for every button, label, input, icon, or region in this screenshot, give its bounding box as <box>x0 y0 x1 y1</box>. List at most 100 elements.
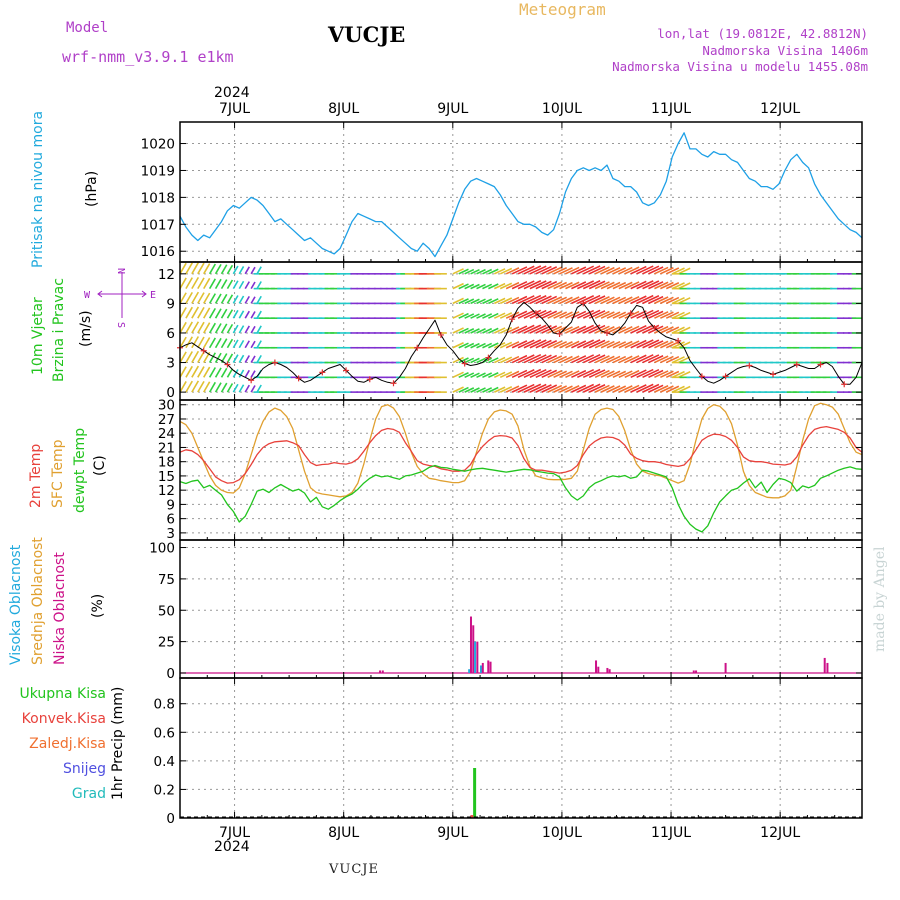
wind-arrow <box>654 385 669 393</box>
wind-gust-marker <box>248 377 255 384</box>
wind-arrow <box>482 342 493 349</box>
wind-arrow <box>244 369 250 378</box>
wind-arrow <box>452 282 464 290</box>
wind-arrow <box>505 326 520 334</box>
wind-arrow <box>185 321 193 334</box>
wind-arrow <box>642 295 660 305</box>
wind-arrow <box>541 354 558 364</box>
wind-arrow <box>571 384 587 393</box>
wind-arrow <box>553 311 568 319</box>
wind-arrow <box>517 309 535 319</box>
date-tick-label-top: 8JUL <box>328 101 359 117</box>
wind-arrow <box>197 380 205 393</box>
wind-arrow <box>648 384 664 393</box>
wind-arrow <box>238 325 245 334</box>
wind-arrow <box>660 326 674 334</box>
pressure-series-line <box>179 132 863 258</box>
y-tick-label-pressure: 1020 <box>141 137 175 153</box>
wind-arrow <box>630 295 647 305</box>
wind-arrow <box>476 387 486 393</box>
wind-arrow <box>630 384 647 393</box>
cloud-bar <box>724 662 727 673</box>
date-tick-label-bottom: 7JUL <box>219 825 250 841</box>
wind-arrow <box>618 370 633 379</box>
wind-arrow <box>565 296 580 305</box>
wind-arrow <box>535 265 552 275</box>
wind-arrow <box>493 327 506 334</box>
wind-arrow <box>488 327 499 334</box>
wind-arrow <box>594 340 610 349</box>
wind-arrow <box>470 387 480 393</box>
wind-arrow <box>529 324 547 334</box>
wind-arrow <box>648 295 664 305</box>
wind-arrow <box>582 294 601 305</box>
wind-arrow <box>517 324 535 334</box>
wind-arrow <box>671 311 685 319</box>
wind-arrow <box>505 370 520 379</box>
wind-arrow <box>594 310 610 319</box>
wind-arrow <box>203 366 211 378</box>
date-tick-label-top: 12JUL <box>760 101 800 117</box>
wind-arrow <box>232 369 239 378</box>
wind-arrow <box>677 341 691 349</box>
wind-arrow <box>517 295 535 305</box>
wind-arrow <box>220 308 228 319</box>
wind-arrow <box>677 311 691 319</box>
pressure-unit: (hPa) <box>84 170 100 207</box>
wind-arrow <box>505 296 520 305</box>
wind-arrow <box>256 340 262 349</box>
wind-arrow <box>185 277 193 290</box>
wind-arrow <box>665 296 680 305</box>
wind-arrow <box>642 280 660 290</box>
wind-arrow <box>214 308 222 319</box>
wind-arrow <box>191 350 200 363</box>
wind-gust-marker <box>770 371 777 378</box>
wind-arrow <box>470 328 480 334</box>
wind-arrow <box>523 383 542 393</box>
cloud-bar <box>597 666 600 673</box>
wind-arrow <box>250 355 256 363</box>
wind-arrow <box>203 322 211 334</box>
wind-arrow <box>677 282 691 290</box>
y-tick-label-temperature: 27 <box>158 412 175 428</box>
wind-arrow <box>523 324 542 334</box>
wind-arrow <box>547 340 563 349</box>
wind-arrow <box>499 297 513 305</box>
wind-arrow <box>191 321 200 334</box>
wind-legend-east: E <box>150 290 156 301</box>
cloud-bar <box>481 662 484 673</box>
wind-arrow <box>618 266 633 275</box>
wind-arrow <box>226 264 234 275</box>
wind-arrow <box>226 279 234 290</box>
cloud-bar <box>474 641 477 673</box>
y-tick-label-wind: 12 <box>158 267 175 283</box>
wind-subtitle: Brzina i Pravac <box>51 278 67 382</box>
wind-arrow <box>665 355 680 364</box>
wind-arrow <box>671 326 685 334</box>
wind-arrow <box>535 384 552 393</box>
y-tick-label-wind: 6 <box>166 326 175 342</box>
wind-arrow <box>220 367 228 378</box>
y-tick-label-temperature: 12 <box>158 483 175 499</box>
wind-arrow <box>630 354 647 364</box>
wind-arrow <box>588 295 606 305</box>
cloud-bar <box>823 657 826 673</box>
y-tick-label-temperature: 3 <box>166 526 175 542</box>
wind-arrow <box>571 355 587 364</box>
wind-arrow <box>511 354 528 364</box>
wind-arrow <box>677 297 691 305</box>
wind-arrow <box>191 380 200 393</box>
wind-gust-marker <box>698 373 705 380</box>
dewpt-line <box>179 464 863 533</box>
wind-arrow <box>654 325 669 334</box>
wind-arrow <box>488 342 499 349</box>
wind-arrow <box>648 340 664 349</box>
wind-gust-marker <box>675 337 682 344</box>
wind-arrow <box>511 295 528 305</box>
wind-arrow <box>612 296 627 305</box>
wind-arrow <box>559 311 573 319</box>
wind-arrow <box>244 295 250 304</box>
wind-arrow <box>499 267 513 275</box>
wind-arrow <box>553 355 568 364</box>
wind-arrow <box>208 337 217 349</box>
